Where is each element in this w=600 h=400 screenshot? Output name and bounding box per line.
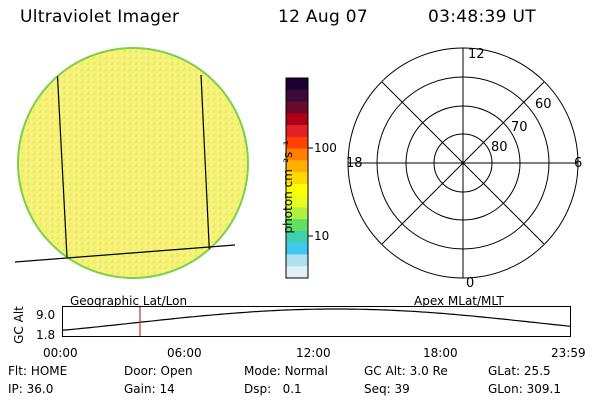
colorbar-segment [286, 136, 308, 150]
instrument-title: Ultraviolet Imager [20, 7, 180, 27]
info-ip: IP: 36.0 [8, 382, 54, 396]
timeline-xtick-1800: 18:00 [423, 346, 458, 360]
globe-latitude-line [15, 244, 236, 263]
polar-caption: Apex MLat/MLT [414, 294, 504, 308]
lat-label-70: 70 [511, 120, 528, 135]
colorbar-unit-label: photon cm⁻²s⁻¹ [281, 140, 295, 234]
time-label: 03:48:39 UT [428, 7, 536, 27]
colorbar-segment [286, 160, 308, 173]
mlt-label-18: 18 [346, 156, 363, 171]
timeline-xtick-0000: 00:00 [43, 346, 78, 360]
info-glon: GLon: 309.1 [488, 382, 561, 396]
colorbar-segment [286, 219, 308, 232]
polar-diagonal-2 [381, 81, 545, 245]
date-label: 12 Aug 07 [278, 7, 368, 27]
colorbar-segment [286, 113, 308, 126]
timeline-xtick-2359: 23:59 [551, 346, 586, 360]
colorbar-tick-label-10: 10 [314, 229, 330, 243]
globe-disk [18, 48, 248, 278]
colorbar-segment [286, 266, 308, 279]
colorbar-segment [286, 148, 308, 161]
colorbar-tick-label-100: 100 [314, 141, 337, 155]
globe-caption: Geographic Lat/Lon [70, 294, 188, 308]
info-dsp: Dsp: 0.1 [244, 382, 302, 396]
colorbar-segment [286, 172, 308, 185]
info-flt: Flt: HOME [8, 364, 68, 378]
colorbar-segment [286, 183, 308, 197]
info-gc-alt: GC Alt: 3.0 Re [364, 364, 448, 378]
timeline-xtick-0600: 06:00 [167, 346, 202, 360]
mlt-label-6: 6 [574, 156, 583, 171]
uv-image-globe [15, 47, 249, 279]
colorbar-segment [286, 78, 308, 91]
colorbar-segment [286, 207, 308, 220]
info-glat: GLat: 25.5 [488, 364, 551, 378]
globe-limb [17, 47, 249, 279]
timeline-frame [62, 306, 571, 337]
colorbar-segment [286, 101, 308, 114]
info-gain: Gain: 14 [124, 382, 175, 396]
polar-plot [347, 47, 579, 279]
timeline-ytick-1-8: 1.8 [36, 328, 56, 342]
mlt-label-0: 0 [466, 276, 475, 291]
altitude-timeline [62, 306, 571, 337]
timeline-ytick-9: 9.0 [36, 308, 56, 322]
info-seq: Seq: 39 [364, 382, 410, 396]
lat-label-80: 80 [491, 140, 508, 155]
lat-label-60: 60 [535, 97, 552, 112]
mlt-label-12: 12 [468, 47, 485, 62]
colorbar-segment [286, 242, 308, 255]
altitude-curve [62, 308, 571, 331]
colorbar-segment [286, 125, 308, 138]
info-door: Door: Open [124, 364, 193, 378]
colorbar-segment [286, 195, 308, 208]
timeline-xtick-1200: 12:00 [296, 346, 331, 360]
colorbar-segment [286, 230, 308, 244]
colorbar-segment [286, 254, 308, 267]
colorbar [285, 77, 313, 279]
info-mode: Mode: Normal [244, 364, 328, 378]
colorbar-segment [286, 89, 308, 103]
timeline-axis-label: GC Alt [12, 306, 26, 344]
